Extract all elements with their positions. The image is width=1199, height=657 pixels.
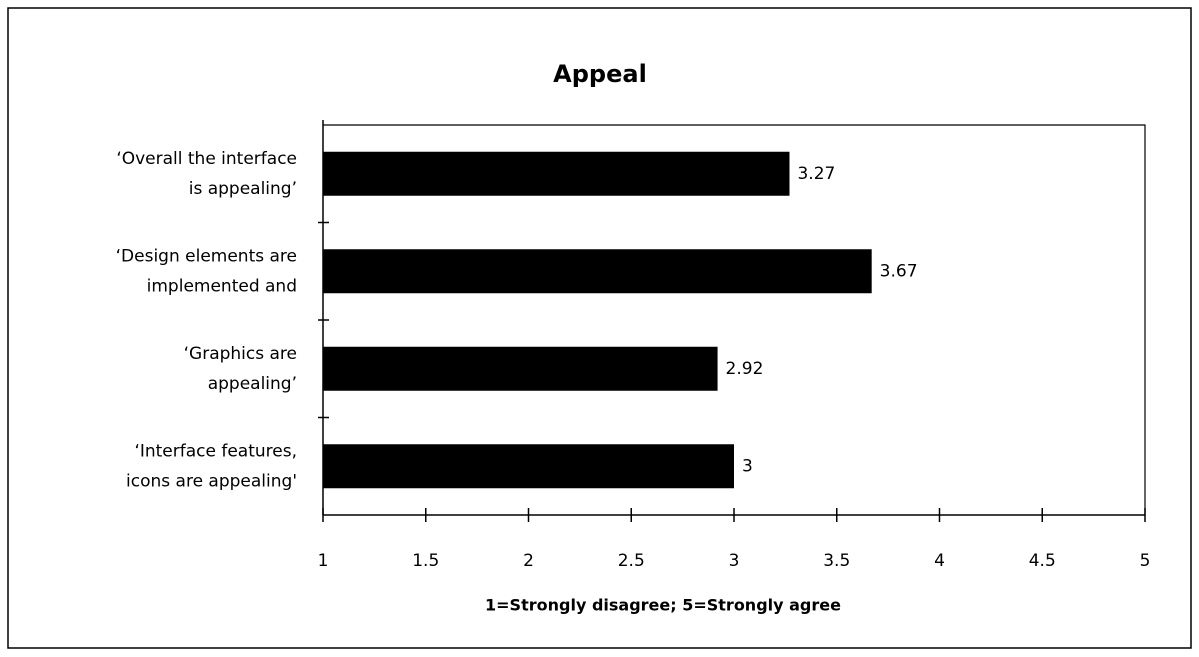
data-label: 3.67 <box>880 261 918 281</box>
y-tick-label: appealing’ <box>208 374 297 394</box>
bar <box>323 151 790 196</box>
x-tick-label: 4.5 <box>1029 551 1056 571</box>
x-tick-label: 3.5 <box>823 551 850 571</box>
data-label: 3.27 <box>797 164 835 184</box>
bar <box>323 249 872 294</box>
y-tick-label: is appealing’ <box>189 179 297 199</box>
y-tick-label: ‘Design elements are <box>116 246 297 266</box>
bar <box>323 444 734 489</box>
x-tick-label: 5 <box>1140 551 1151 571</box>
x-tick-label: 2.5 <box>618 551 645 571</box>
data-label: 3 <box>742 456 753 476</box>
y-tick-label: icons are appealing' <box>126 471 297 491</box>
bar <box>323 346 718 391</box>
frame <box>7 7 1192 649</box>
x-tick-label: 2 <box>523 551 534 571</box>
x-axis-title: 1=Strongly disagree; 5=Strongly agree <box>485 596 841 615</box>
data-label: 2.92 <box>726 359 764 379</box>
x-tick-label: 1.5 <box>412 551 439 571</box>
chart-title: Appeal <box>553 60 647 88</box>
x-tick-label: 3 <box>729 551 740 571</box>
x-tick-label: 1 <box>318 551 329 571</box>
y-tick-label: ‘Interface features, <box>134 441 297 461</box>
plot-frame <box>323 124 1146 515</box>
y-tick-label: ‘Graphics are <box>184 344 297 364</box>
y-tick-label: ‘Overall the interface <box>116 149 297 169</box>
x-tick-label: 4 <box>934 551 945 571</box>
y-tick-label: implemented and <box>147 276 297 296</box>
